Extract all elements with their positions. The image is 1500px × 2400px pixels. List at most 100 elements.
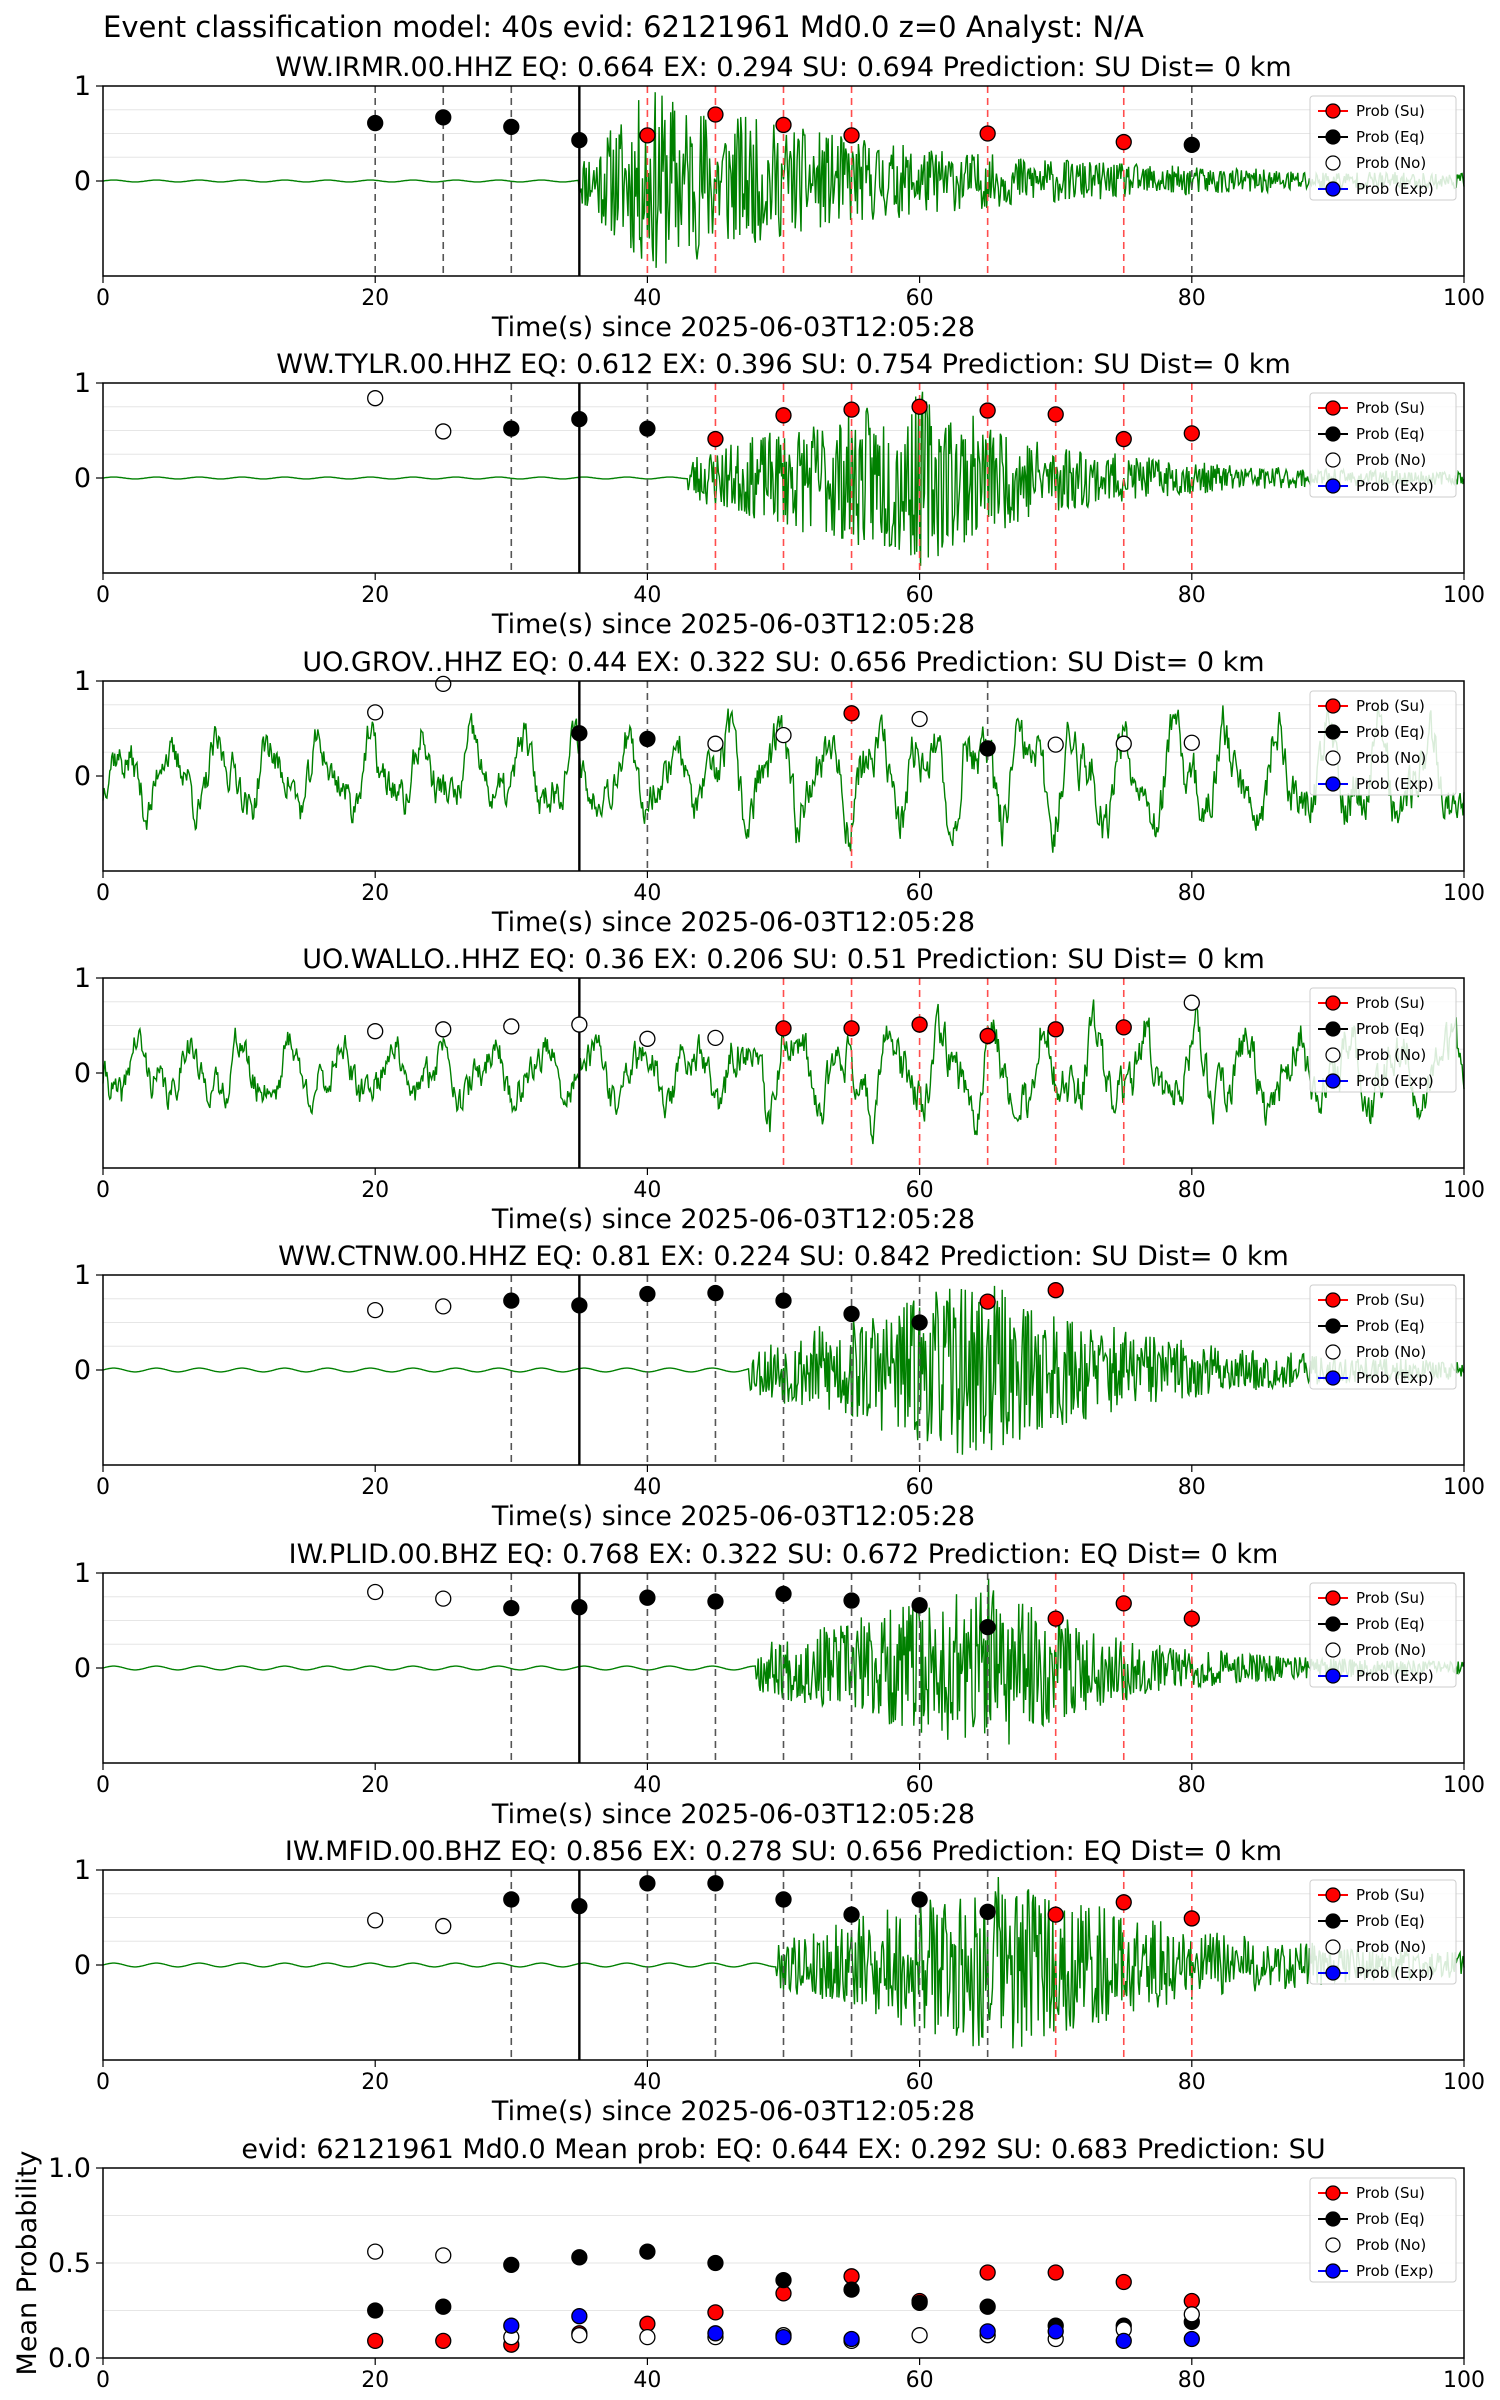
- prob-marker: [1047, 736, 1064, 753]
- prob-marker: [435, 423, 452, 440]
- x-tick-label: 20: [361, 881, 389, 906]
- legend-label: Prob (Su): [1356, 994, 1425, 1012]
- legend-box: [1309, 690, 1457, 796]
- prob-marker: [571, 1016, 588, 1033]
- x-tick-label: 100: [1443, 881, 1485, 906]
- prob-marker: [571, 1897, 588, 1915]
- legend-box: [1309, 2177, 1457, 2283]
- panel-title: IW.PLID.00.BHZ EQ: 0.768 EX: 0.322 SU: 0…: [289, 1539, 1279, 1570]
- x-tick-label: 20: [361, 1475, 389, 1500]
- legend-label: Prob (Eq): [1356, 425, 1425, 443]
- mean-prob-marker: [503, 2256, 520, 2274]
- prob-marker: [979, 402, 996, 419]
- mean-prob-marker: [707, 2304, 724, 2321]
- x-tick-label: 40: [633, 286, 661, 311]
- x-tick-label: 80: [1178, 1178, 1206, 1203]
- mean-prob-marker: [775, 2271, 792, 2289]
- legend-marker: [1325, 698, 1341, 714]
- mean-prob-marker: [707, 2254, 724, 2272]
- legend-marker: [1325, 400, 1341, 416]
- prob-marker: [843, 127, 860, 144]
- prob-marker: [979, 1619, 996, 1636]
- x-tick-label: 60: [906, 583, 934, 608]
- mean-prob-marker: [1047, 2264, 1064, 2281]
- y-tick-label: 1: [74, 1855, 91, 1886]
- prob-marker: [707, 1284, 724, 1302]
- prob-marker: [639, 1285, 656, 1303]
- legend-label: Prob (Su): [1356, 1291, 1425, 1309]
- legend-marker: [1325, 1616, 1341, 1632]
- legend-label: Prob (No): [1356, 1641, 1426, 1659]
- x-tick-label: 40: [633, 2368, 661, 2393]
- legend-label: Prob (Exp): [1356, 1667, 1434, 1685]
- prob-marker: [1183, 734, 1200, 751]
- legend-marker: [1325, 776, 1341, 792]
- prob-marker: [1115, 735, 1132, 752]
- prob-marker: [979, 1027, 996, 1045]
- legend-label: Prob (Eq): [1356, 1912, 1425, 1930]
- legend-label: Prob (Exp): [1356, 477, 1434, 495]
- x-tick-label: 60: [906, 1475, 934, 1500]
- y-axis-label: Mean Probability: [12, 2151, 43, 2376]
- prob-marker: [843, 705, 860, 722]
- prob-marker: [911, 1016, 928, 1033]
- x-tick-label: 80: [1178, 881, 1206, 906]
- panel-8: evid: 62121961 Md0.0 Mean prob: EQ: 0.64…: [12, 2134, 1485, 2393]
- mean-prob-marker: [367, 2302, 384, 2319]
- y-tick-label: 0: [74, 166, 91, 197]
- legend-label: Prob (Exp): [1356, 1964, 1434, 1982]
- legend-label: Prob (No): [1356, 154, 1426, 172]
- prob-marker: [911, 1314, 928, 1331]
- panel-title: WW.IRMR.00.HHZ EQ: 0.664 EX: 0.294 SU: 0…: [275, 52, 1291, 83]
- x-tick-label: 80: [1178, 1773, 1206, 1798]
- legend-label: Prob (Exp): [1356, 1072, 1434, 1090]
- mean-prob-marker: [979, 2323, 996, 2340]
- mean-prob-marker: [503, 2317, 520, 2334]
- mean-prob-marker: [775, 2328, 792, 2346]
- panel-title: IW.MFID.00.BHZ EQ: 0.856 EX: 0.278 SU: 0…: [285, 1836, 1282, 1867]
- x-tick-label: 60: [906, 1773, 934, 1798]
- legend-label: Prob (Eq): [1356, 1020, 1425, 1038]
- prob-marker: [775, 1020, 792, 1037]
- legend-box: [1309, 987, 1457, 1093]
- legend-marker: [1325, 1021, 1341, 1037]
- y-tick-label: 1: [74, 1558, 91, 1589]
- x-tick-label: 80: [1178, 1475, 1206, 1500]
- prob-marker: [1183, 136, 1200, 154]
- x-tick-label: 20: [361, 2070, 389, 2095]
- legend-marker: [1325, 2263, 1341, 2279]
- mean-prob-marker: [435, 2298, 452, 2315]
- prob-marker: [1183, 1610, 1200, 1627]
- x-axis-label: Time(s) since 2025-06-03T12:05:28: [491, 609, 975, 640]
- mean-prob-marker: [979, 2264, 996, 2281]
- legend-label: Prob (Exp): [1356, 775, 1434, 793]
- prob-marker: [571, 410, 588, 428]
- legend-marker: [1325, 452, 1341, 468]
- mean-prob-marker: [1047, 2323, 1064, 2340]
- legend-marker: [1325, 1073, 1341, 1089]
- panel-2: WW.TYLR.00.HHZ EQ: 0.612 EX: 0.396 SU: 0…: [74, 349, 1485, 640]
- x-tick-label: 80: [1178, 2368, 1206, 2393]
- prob-marker: [775, 1585, 792, 1603]
- legend-label: Prob (Exp): [1356, 1369, 1434, 1387]
- panels: WW.IRMR.00.HHZ EQ: 0.664 EX: 0.294 SU: 0…: [12, 52, 1485, 2393]
- prob-marker: [503, 420, 520, 437]
- legend-marker: [1325, 129, 1341, 145]
- legend-marker: [1325, 155, 1341, 171]
- prob-marker: [571, 1297, 588, 1314]
- y-tick-label: 1: [74, 71, 91, 102]
- prob-marker: [707, 106, 724, 123]
- x-tick-label: 80: [1178, 583, 1206, 608]
- legend-marker: [1325, 103, 1341, 119]
- prob-marker: [1115, 1894, 1132, 1911]
- legend-label: Prob (Eq): [1356, 2210, 1425, 2228]
- prob-marker: [775, 1292, 792, 1309]
- panel-4: UO.WALLO..HHZ EQ: 0.36 EX: 0.206 SU: 0.5…: [74, 944, 1485, 1235]
- legend-marker: [1325, 1642, 1341, 1658]
- prob-marker: [1183, 425, 1200, 442]
- prob-marker: [367, 704, 384, 721]
- legend-label: Prob (Eq): [1356, 1615, 1425, 1633]
- legend-marker: [1325, 1590, 1341, 1606]
- y-tick-label: 0: [74, 463, 91, 494]
- x-tick-label: 0: [96, 2368, 110, 2393]
